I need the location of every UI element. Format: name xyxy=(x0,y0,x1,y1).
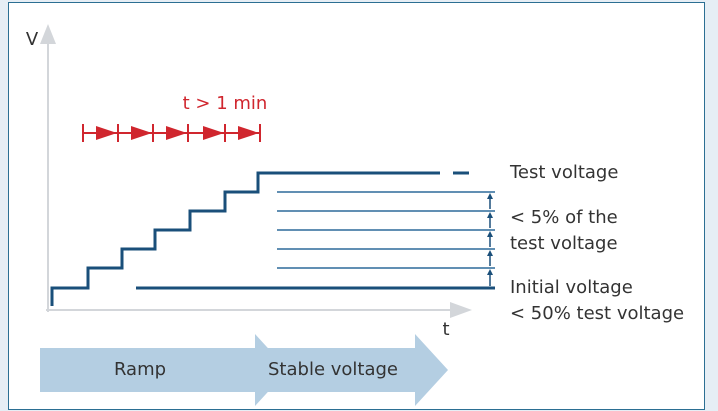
step-label: test voltage xyxy=(510,233,618,254)
x-axis-label: t xyxy=(442,319,449,340)
step-lines xyxy=(277,191,495,269)
initial-label: < 50% test voltage xyxy=(510,303,684,324)
duration-label: t > 1 min xyxy=(183,93,268,114)
panel xyxy=(8,2,705,410)
initial-label: Initial voltage xyxy=(510,277,633,298)
phase-label: Ramp xyxy=(114,359,166,380)
phase-label: Stable voltage xyxy=(268,359,398,380)
duration-arrows xyxy=(82,124,261,142)
test-voltage-label: Test voltage xyxy=(509,162,618,183)
axes xyxy=(40,24,472,318)
y-axis-label: V xyxy=(26,29,39,50)
ramp-arrow xyxy=(40,334,288,406)
step-label: < 5% of the xyxy=(510,207,618,228)
voltage-ramp xyxy=(50,171,440,306)
stable-arrow xyxy=(258,334,448,406)
